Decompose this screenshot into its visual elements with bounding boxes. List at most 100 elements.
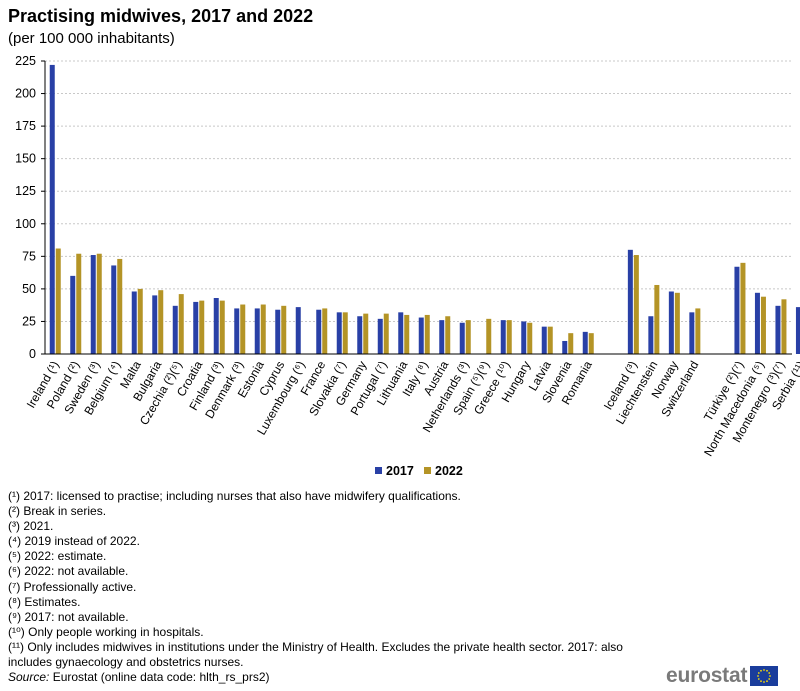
legend-label: 2022 xyxy=(435,464,463,478)
bar-2022 xyxy=(199,300,205,354)
chart-title: Practising midwives, 2017 and 2022 xyxy=(8,6,314,26)
y-tick-label: 0 xyxy=(29,347,36,361)
bar-2017 xyxy=(418,317,424,354)
bar-2017 xyxy=(648,316,654,354)
bar-2022 xyxy=(740,262,746,354)
bar-2022 xyxy=(383,313,389,354)
bar-2017 xyxy=(627,249,633,354)
eu-flag-icon xyxy=(750,666,779,686)
y-tick-label: 75 xyxy=(22,249,36,263)
source-label: Source: xyxy=(8,670,50,684)
bar-2017 xyxy=(131,291,137,354)
y-tick-label: 200 xyxy=(15,87,36,101)
bar-2022 xyxy=(117,258,123,354)
bar-2022 xyxy=(55,248,61,354)
footnote: (⁹) 2017: not available. xyxy=(8,609,129,624)
y-tick-label: 175 xyxy=(15,119,36,133)
y-tick-label: 50 xyxy=(22,282,36,296)
bar-2017 xyxy=(582,331,588,354)
bar-2022 xyxy=(96,253,102,354)
footnotes: (¹) 2017: licensed to practise; includin… xyxy=(8,489,668,670)
bar-2022 xyxy=(445,316,451,354)
bar-2022 xyxy=(260,304,266,354)
bar-2022 xyxy=(695,308,701,354)
bar-2017 xyxy=(668,291,674,354)
bar-2022 xyxy=(137,288,143,354)
eurostat-logo: eurostat xyxy=(666,664,779,688)
bar-2017 xyxy=(70,275,76,354)
bar-2017 xyxy=(295,307,301,354)
bar-2022 xyxy=(506,320,512,354)
bar-2017 xyxy=(541,326,547,354)
y-tick-label: 25 xyxy=(22,314,36,328)
bar-2017 xyxy=(234,308,240,354)
bar-2017 xyxy=(689,312,695,354)
bar-2022 xyxy=(633,255,639,354)
bar-2022 xyxy=(568,333,574,354)
bar-2017 xyxy=(336,312,342,354)
bar-2022 xyxy=(404,314,410,354)
bar-2017 xyxy=(521,321,527,354)
bar-2017 xyxy=(398,312,404,354)
bar-2022 xyxy=(178,294,184,354)
y-tick-label: 150 xyxy=(15,152,36,166)
footnote: (⁵) 2022: estimate. xyxy=(8,549,107,564)
bar-2017 xyxy=(439,320,445,354)
bar-2017 xyxy=(152,295,158,354)
bar-2022 xyxy=(674,292,680,354)
legend: 2017 2022 xyxy=(375,464,463,478)
category-labels: Ireland (¹)Poland (²)Sweden (³)Belgium (… xyxy=(24,358,800,459)
bar-2022 xyxy=(281,305,287,354)
grid-lines xyxy=(45,60,792,322)
bar-2022 xyxy=(588,333,594,354)
bar-2022 xyxy=(424,314,430,354)
bar-2017 xyxy=(172,305,178,354)
bar-2017 xyxy=(500,320,506,354)
bar-2017 xyxy=(562,340,568,354)
bar-2022 xyxy=(527,322,533,354)
footnote: (⁶) 2022: not available. xyxy=(8,564,129,579)
bar-2022 xyxy=(158,290,164,354)
bar-2022 xyxy=(76,253,82,354)
bar-chart: 0 25 50 75 100 125 150 175 200 225 Ireland (¹)Pol… xyxy=(15,54,800,478)
bar-2017 xyxy=(49,64,55,354)
footnote: (³) 2021. xyxy=(8,519,54,534)
bar-2017 xyxy=(90,255,96,354)
bar-2017 xyxy=(316,309,322,354)
bar-2022 xyxy=(547,326,553,354)
axes: 0 25 50 75 100 125 150 175 200 225 xyxy=(15,54,792,361)
bar-2022 xyxy=(342,312,348,354)
bars xyxy=(49,64,800,354)
logo-text: eurostat xyxy=(666,664,748,687)
footnote: (¹) 2017: licensed to practise; includin… xyxy=(8,489,461,503)
bar-2022 xyxy=(486,318,492,354)
footnote: (⁴) 2019 instead of 2022. xyxy=(8,534,140,549)
bar-2017 xyxy=(213,298,219,354)
legend-swatch-2017 xyxy=(375,467,382,474)
y-tick-label: 225 xyxy=(15,54,36,68)
bar-2017 xyxy=(795,307,800,354)
bar-2022 xyxy=(363,313,369,354)
bar-2017 xyxy=(193,301,199,354)
bar-2022 xyxy=(240,304,246,354)
bar-2022 xyxy=(781,299,787,354)
bar-2017 xyxy=(775,305,781,354)
footnote: (¹⁰) Only people working in hospitals. xyxy=(8,624,204,639)
bar-2017 xyxy=(377,318,383,354)
source-note: Source: Eurostat (online data code: hlth… xyxy=(8,670,270,684)
bar-2022 xyxy=(654,284,660,354)
bar-2017 xyxy=(734,266,740,354)
source-text: Eurostat (online data code: hlth_rs_prs2… xyxy=(52,670,270,684)
bar-2017 xyxy=(254,308,260,354)
bar-2017 xyxy=(754,292,760,354)
bar-2017 xyxy=(459,322,465,354)
y-tick-label: 100 xyxy=(15,217,36,231)
bar-2022 xyxy=(322,308,328,354)
bar-2022 xyxy=(465,320,471,354)
footnote: (²) Break in series. xyxy=(8,504,107,519)
bar-2022 xyxy=(219,300,225,354)
bar-2017 xyxy=(111,265,117,354)
footnote: (⁷) Professionally active. xyxy=(8,579,137,594)
footnote: (¹¹) Only includes midwives in instituti… xyxy=(8,639,623,670)
y-tick-label: 125 xyxy=(15,184,36,198)
